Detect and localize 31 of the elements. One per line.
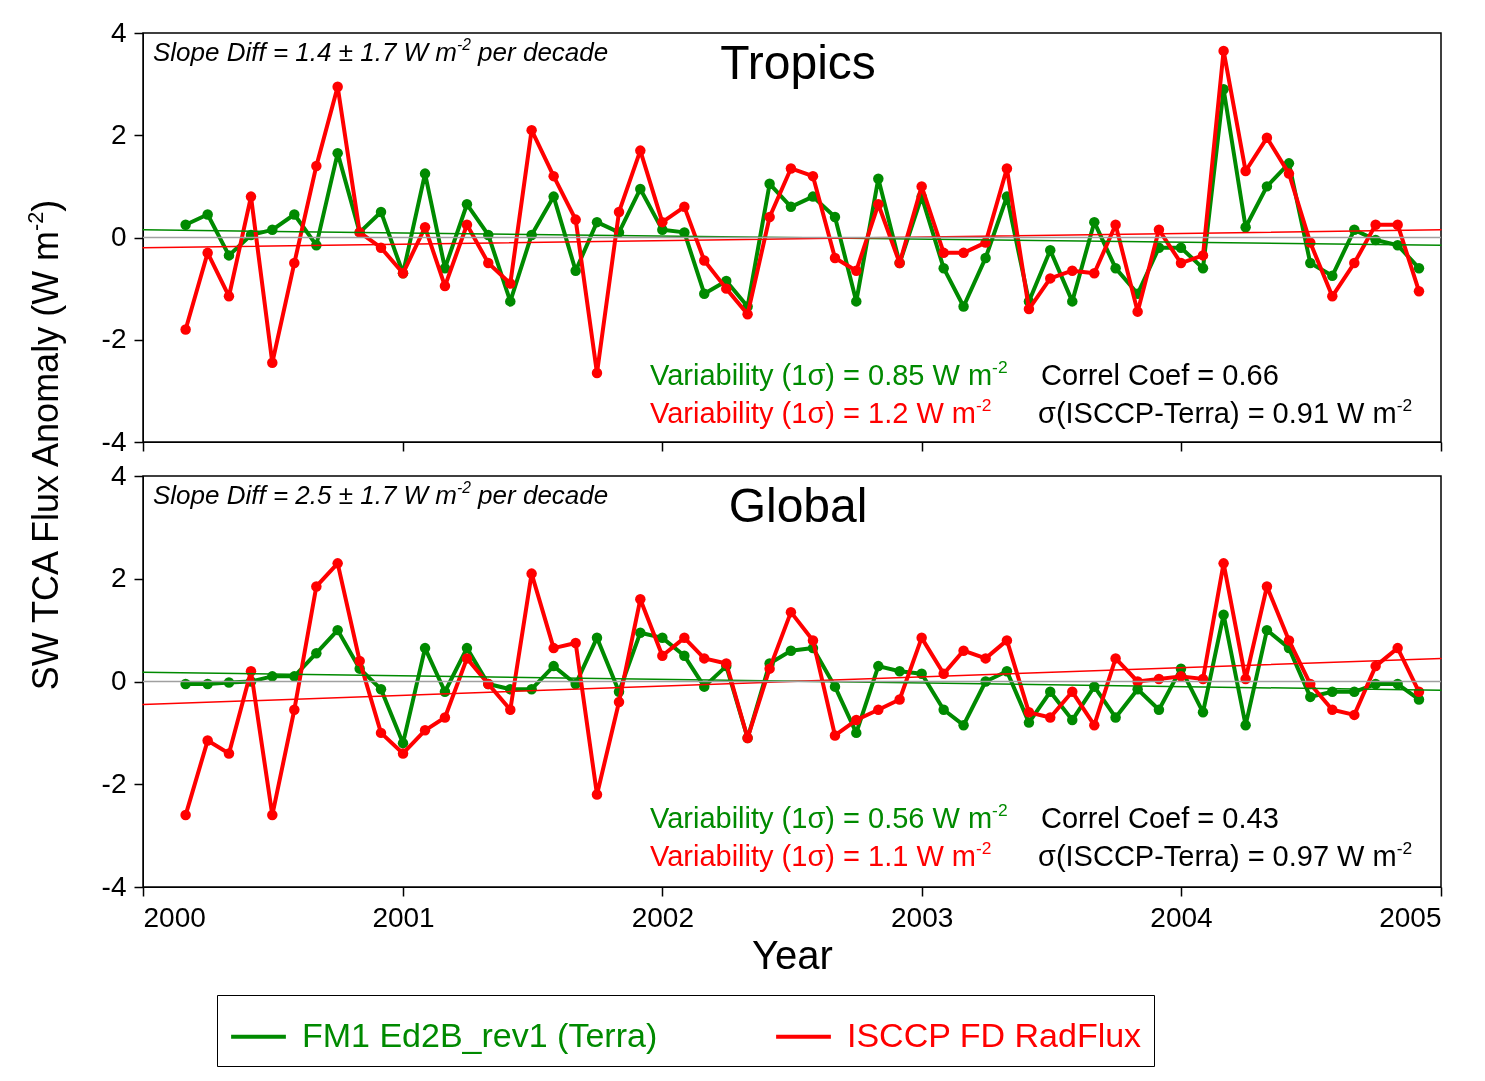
annotation: Variability (1σ) = 1.2 W m$^{-2}$ [650,394,992,429]
annotation: Slope Diff = 2.5 ± 1.7 W m$^{-2}$ per decade [153,479,609,510]
x-axis-title: Year [752,932,833,977]
annotation: Variability (1σ) = 0.85 W m$^{-2}$ [650,356,1008,391]
y-tick-label: -2 [101,767,127,799]
x-tick-label: 2004 [1150,901,1213,933]
chart-title: Tropics [720,36,876,89]
annotation: Correl Coef = 0.43 [1041,802,1279,834]
annotation: Variability (1σ) = 0.56 W m$^{-2}$ [650,799,1008,834]
chart-title: Global [728,479,868,532]
y-tick-label: 4 [110,16,127,48]
x-tick-label: 2005 [1379,901,1442,933]
annotation: Slope Diff = 1.4 ± 1.7 W m$^{-2}$ per decade [153,36,609,67]
x-tick-label: 2000 [143,901,206,933]
x-tick-label: 2001 [372,901,435,933]
legend-label: ISCCP FD RadFlux [847,1015,1142,1054]
y-tick-label: 0 [110,665,127,696]
y-tick-label: 4 [110,459,127,491]
y-tick-label: -4 [101,870,127,902]
legend-label: FM1 Ed2B_rev1 (Terra) [302,1015,658,1054]
annotation: Variability (1σ) = 1.1 W m$^{-2}$ [650,837,992,872]
annotation: Correl Coef = 0.66 [1041,359,1279,391]
y-tick-label: -4 [101,425,127,457]
y-tick-label: -2 [101,323,127,355]
y-tick-label: 2 [110,118,127,150]
annotation: σ(ISCCP-Terra) = 0.97 W m$^{-2}$ [1038,837,1413,872]
y-tick-label: 2 [110,562,127,594]
y-tick-label: 0 [110,221,127,252]
x-tick-label: 2003 [891,901,954,933]
x-tick-label: 2002 [631,901,694,933]
annotation: σ(ISCCP-Terra) = 0.91 W m$^{-2}$ [1038,394,1413,429]
